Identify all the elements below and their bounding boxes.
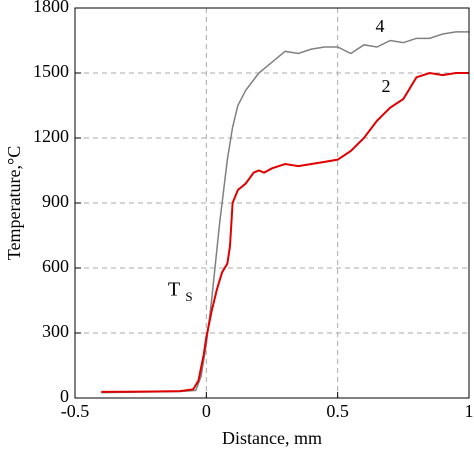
plot-frame [74,7,470,399]
annotation: T [168,279,180,301]
y-tick-label: 0 [60,386,69,406]
y-tick-label: 1800 [33,0,69,16]
annotation: 4 [376,16,385,36]
x-tick-label: 0.5 [326,401,349,421]
y-tick-label: 1500 [33,61,69,81]
y-tick-label: 300 [42,321,69,341]
line [101,71,469,393]
annotation: S [185,289,192,304]
y-tick-label: 600 [42,256,69,276]
y-tick-label: 900 [42,191,69,211]
x-tick-label: 0 [202,401,211,421]
annotation: 2 [382,76,391,96]
line [101,31,469,394]
x-tick-label: -0.5 [61,401,90,421]
y-tick-label: 1200 [33,126,69,146]
x-tick-label: 1 [465,401,474,421]
y-axis-label: Temperature,°C [4,146,24,260]
x-axis-label: Distance, mm [222,428,322,448]
